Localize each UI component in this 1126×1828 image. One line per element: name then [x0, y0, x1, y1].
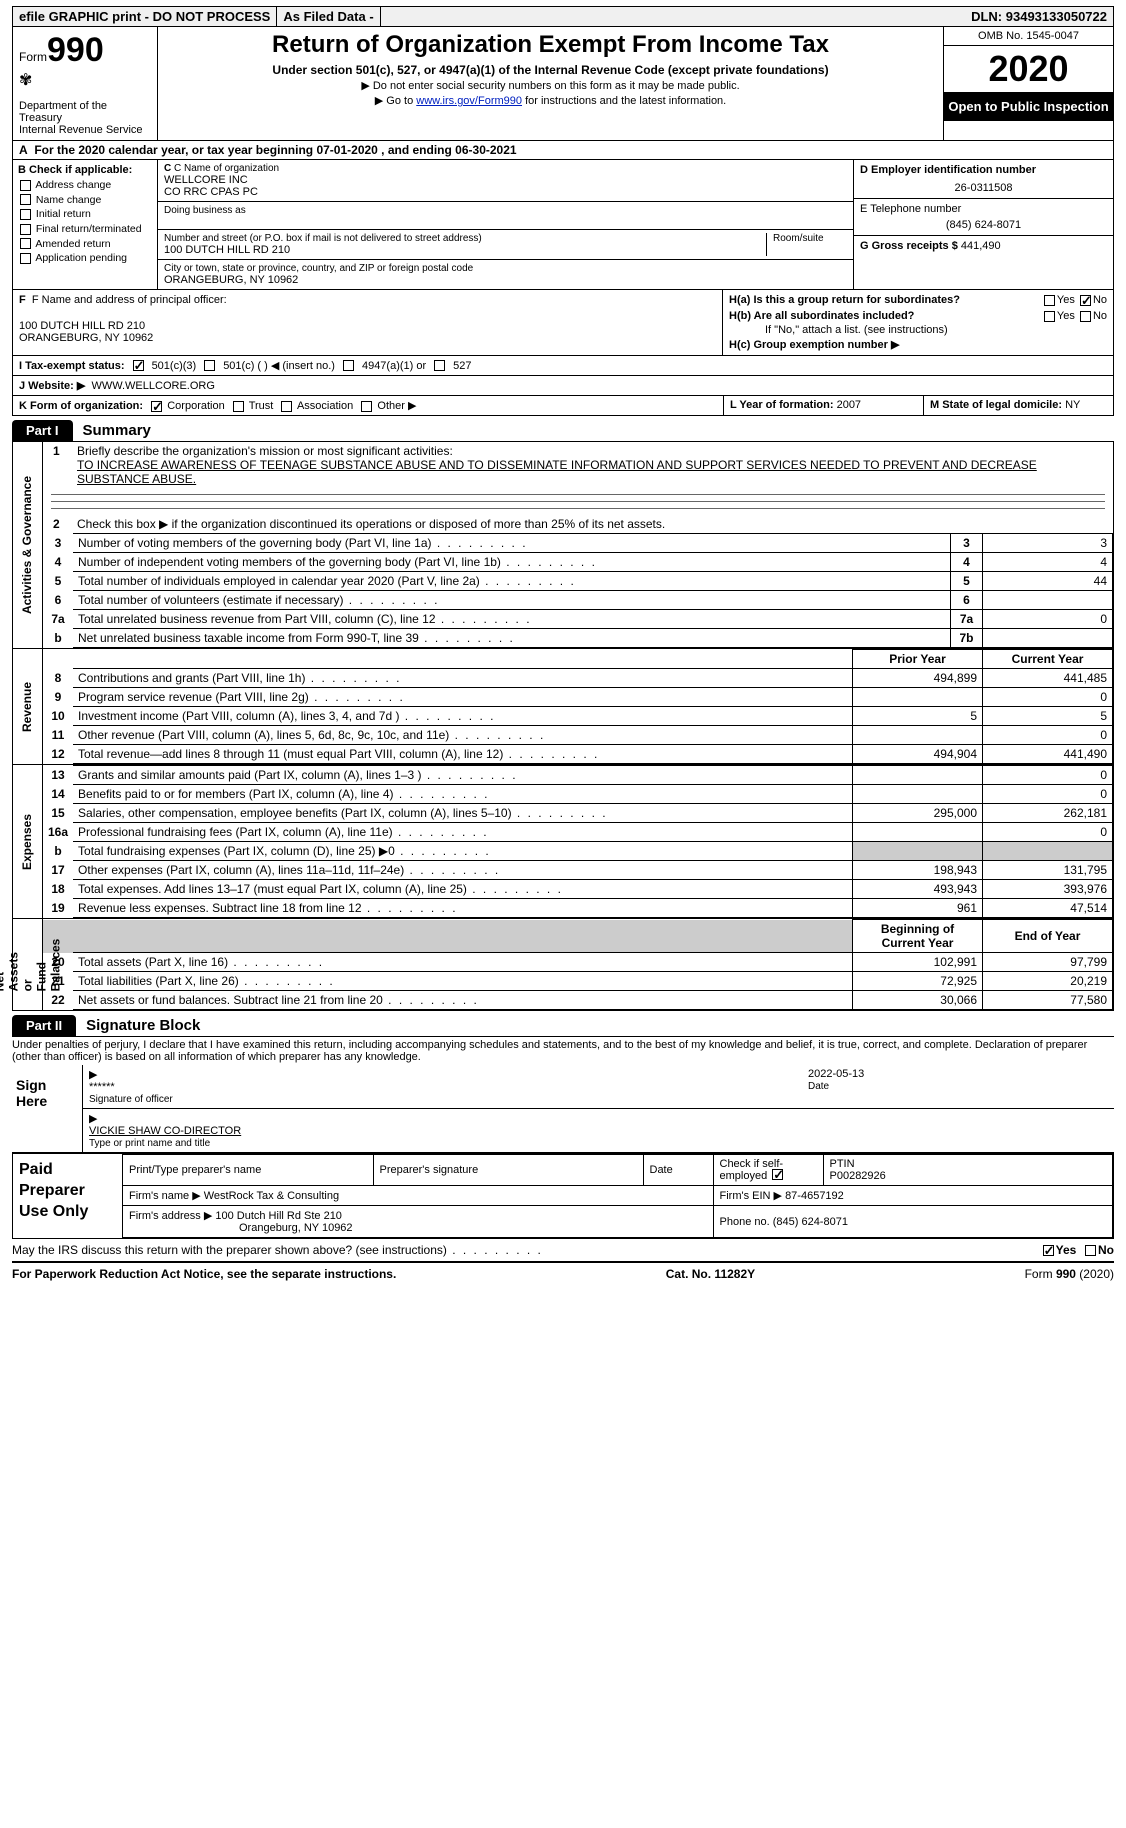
netassets-section: Net Assets or Fund Balances Beginning of… [12, 919, 1114, 1011]
revenue-section: Revenue Prior YearCurrent Year8Contribut… [12, 649, 1114, 765]
mission: TO INCREASE AWARENESS OF TEENAGE SUBSTAN… [77, 458, 1037, 486]
dept: Department of the Treasury Internal Reve… [19, 100, 151, 136]
omb-number: OMB No. 1545-0047 [944, 27, 1113, 46]
row-l: L Year of formation: 2007 [723, 396, 923, 415]
as-filed: As Filed Data - [277, 7, 380, 26]
part2-tab: Part II [12, 1015, 76, 1036]
part1-title: Summary [73, 422, 151, 439]
box-h: H(a) Is this a group return for subordin… [723, 290, 1113, 355]
row-m: M State of legal domicile: NY [923, 396, 1113, 415]
part2-title: Signature Block [76, 1017, 200, 1034]
firm-name: WestRock Tax & Consulting [204, 1190, 339, 1202]
tax-year: 2020 [944, 46, 1113, 93]
netassets-table: Beginning of Current YearEnd of Year20To… [43, 919, 1113, 1010]
form-number: 990 [47, 31, 104, 69]
note-url: ▶ Go to www.irs.gov/Form990 for instruct… [166, 94, 935, 107]
firm-ein: 87-4657192 [785, 1190, 844, 1202]
firm-phone: (845) 624-8071 [773, 1216, 848, 1228]
top-bar: efile GRAPHIC print - DO NOT PROCESS As … [12, 6, 1114, 27]
officer-name: VICKIE SHAW CO-DIRECTOR [89, 1125, 241, 1137]
activities-governance: Activities & Governance 1Briefly describ… [12, 441, 1114, 649]
note-ssn: ▶ Do not enter social security numbers o… [166, 79, 935, 92]
row-a: A For the 2020 calendar year, or tax yea… [12, 141, 1114, 160]
gross-receipts: 441,490 [961, 240, 1001, 252]
box-d: D Employer identification number 26-0311… [853, 160, 1113, 289]
open-inspection: Open to Public Inspection [944, 93, 1113, 121]
expenses-table: 13Grants and similar amounts paid (Part … [43, 765, 1113, 918]
cb-pending[interactable]: Application pending [18, 251, 152, 266]
ptin: P00282926 [830, 1170, 886, 1182]
sign-here-label: Sign Here [12, 1065, 82, 1152]
cb-address-change[interactable]: Address change [18, 178, 152, 193]
efile-notice: efile GRAPHIC print - DO NOT PROCESS [13, 7, 277, 26]
row-i: I Tax-exempt status: 501(c)(3) 501(c) ( … [12, 356, 1114, 376]
sig-date: 2022-05-13 [808, 1068, 864, 1080]
discuss-row: May the IRS discuss this return with the… [12, 1239, 1114, 1263]
footer: For Paperwork Reduction Act Notice, see … [12, 1267, 1114, 1281]
revenue-table: Prior YearCurrent Year8Contributions and… [43, 649, 1113, 764]
org-city: ORANGEBURG, NY 10962 [164, 274, 847, 286]
form-subtitle: Under section 501(c), 527, or 4947(a)(1)… [166, 63, 935, 77]
header: Form990 ✾ Department of the Treasury Int… [12, 27, 1114, 141]
cb-name-change[interactable]: Name change [18, 193, 152, 208]
org-co: CO RRC CPAS PC [164, 186, 847, 198]
cb-initial-return[interactable]: Initial return [18, 207, 152, 222]
ein: 26-0311508 [860, 182, 1107, 194]
telephone: (845) 624-8071 [860, 219, 1107, 231]
box-b: B Check if applicable: Address change Na… [13, 160, 158, 289]
org-street: 100 DUTCH HILL RD 210 [164, 244, 760, 256]
part1-tab: Part I [12, 420, 73, 441]
box-c: C C Name of organization WELLCORE INC CO… [158, 160, 853, 289]
form-title: Return of Organization Exempt From Incom… [166, 31, 935, 59]
cb-final-return[interactable]: Final return/terminated [18, 222, 152, 237]
row-j: J Website: ▶ WWW.WELLCORE.ORG [13, 376, 1113, 395]
box-f: F F Name and address of principal office… [13, 290, 723, 355]
governance-table: 3Number of voting members of the governi… [43, 533, 1113, 648]
paid-preparer: Paid Preparer Use Only Print/Type prepar… [12, 1153, 1114, 1239]
expenses-section: Expenses 13Grants and similar amounts pa… [12, 765, 1114, 919]
dln: DLN: 93493133050722 [965, 7, 1113, 26]
cb-amended[interactable]: Amended return [18, 237, 152, 252]
org-name: WELLCORE INC [164, 174, 847, 186]
row-k: K Form of organization: Corporation Trus… [13, 396, 723, 415]
irs-link[interactable]: www.irs.gov/Form990 [416, 95, 522, 107]
sig-declaration: Under penalties of perjury, I declare th… [12, 1036, 1114, 1065]
form-label: Form [19, 50, 47, 64]
